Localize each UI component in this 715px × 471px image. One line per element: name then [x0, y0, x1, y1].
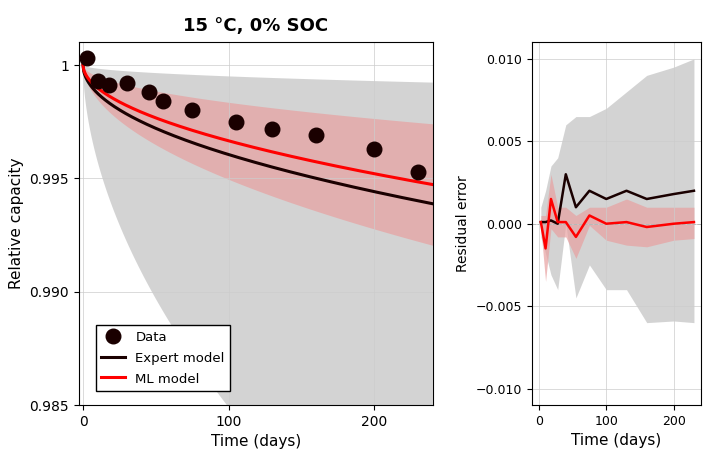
Legend: Data, Expert model, ML model: Data, Expert model, ML model	[96, 325, 230, 391]
Expert model	[420, 199, 428, 205]
Expert model	[245, 158, 253, 163]
Data	[369, 145, 380, 153]
ML model	[420, 180, 428, 186]
Data	[413, 168, 424, 175]
ML model	[428, 182, 437, 187]
Data	[187, 106, 198, 114]
ML model	[268, 149, 277, 154]
Data	[143, 89, 154, 96]
Line: Expert model: Expert model	[83, 65, 433, 204]
X-axis label: Time (days): Time (days)	[571, 433, 661, 448]
Data	[267, 125, 278, 132]
ML model	[245, 143, 253, 149]
Data	[82, 55, 93, 62]
Data	[157, 97, 169, 105]
Y-axis label: Residual error: Residual error	[456, 175, 470, 272]
Title: 15 °C, 0% SOC: 15 °C, 0% SOC	[183, 17, 328, 35]
X-axis label: Time (days): Time (days)	[211, 434, 301, 449]
Data	[310, 131, 322, 139]
Y-axis label: Relative capacity: Relative capacity	[9, 158, 24, 290]
Data	[121, 80, 132, 87]
ML model	[247, 144, 255, 150]
Data	[230, 118, 242, 125]
Data	[104, 81, 115, 89]
ML model	[79, 62, 87, 68]
ML model	[287, 154, 295, 159]
Expert model	[365, 188, 374, 194]
Expert model	[247, 158, 255, 164]
Expert model	[428, 201, 437, 207]
Expert model	[268, 164, 277, 170]
Data	[92, 77, 103, 85]
ML model	[365, 170, 374, 176]
Expert model	[287, 169, 295, 175]
Line: ML model: ML model	[83, 65, 433, 185]
Expert model	[79, 62, 87, 68]
